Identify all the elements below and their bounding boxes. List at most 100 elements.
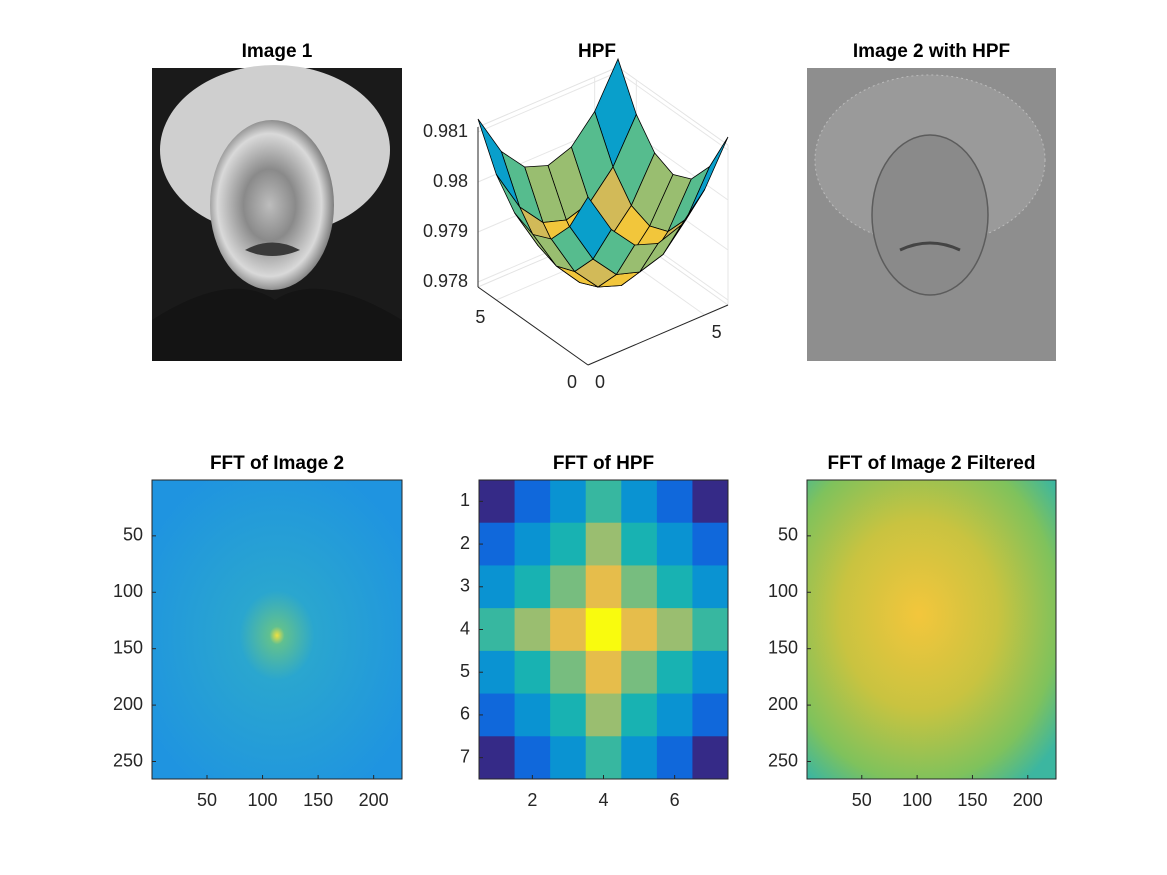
heatmap-cell	[585, 565, 622, 609]
heatmap-cell	[585, 522, 622, 566]
y-axis	[477, 286, 589, 366]
heatmap-cell	[585, 480, 622, 524]
heatmap-cell	[692, 480, 729, 524]
heatmap-cell	[621, 522, 658, 566]
heatmap-cell	[514, 736, 551, 780]
x-tick-label: 6	[670, 790, 680, 810]
y-tick-label: 200	[113, 694, 143, 714]
heatmap-cell	[692, 522, 729, 566]
heatmap-cell	[656, 736, 693, 780]
surface-face	[569, 196, 612, 260]
z-tick-label: 0.98	[433, 171, 468, 191]
y-tick-label: 1	[460, 490, 470, 510]
heatmap-cell	[479, 480, 516, 524]
heatmap-cell	[514, 480, 551, 524]
heatmap-cell	[514, 522, 551, 566]
y-tick-label: 250	[768, 750, 798, 770]
heatmap-cell	[656, 650, 693, 695]
x-tick-label: 4	[598, 790, 608, 810]
heatmap-cell	[479, 608, 516, 652]
x-tick-label: 0	[595, 372, 605, 392]
y-tick-label: 100	[113, 581, 143, 601]
heatmap-cell	[656, 480, 693, 524]
heatmap-cell	[514, 693, 551, 737]
heatmap-cell	[550, 522, 587, 566]
heatmap-cell	[692, 693, 729, 737]
heatmap-cell	[514, 565, 551, 609]
chart-title: FFT of HPF	[553, 453, 654, 474]
chart-title: FFT of Image 2	[210, 453, 344, 474]
z-tick-label: 0.979	[423, 221, 468, 241]
heatmap-cell	[621, 565, 658, 609]
heatmap-cell	[585, 650, 622, 695]
y-tick-label: 50	[778, 525, 798, 545]
heatmap-cell	[692, 608, 729, 652]
y-tick-label: 150	[113, 637, 143, 657]
y-tick-label: 7	[460, 746, 470, 766]
heatmap-cell	[585, 736, 622, 780]
image-1-picture	[152, 65, 402, 361]
y-tick-label: 200	[768, 694, 798, 714]
heatmap-cell	[692, 736, 729, 780]
z-tick-label: 0.978	[423, 271, 468, 291]
heatmap-cell	[550, 565, 587, 609]
chart-title: FFT of Image 2 Filtered	[828, 453, 1036, 474]
x-tick-label: 150	[303, 790, 333, 810]
chart-title: Image 2 with HPF	[853, 41, 1010, 62]
x-tick-label: 5	[712, 322, 722, 342]
heatmap-cell	[479, 522, 516, 566]
y-tick-label: 2	[460, 533, 470, 553]
heatmap-cell	[479, 736, 516, 780]
x-tick-label: 50	[197, 790, 217, 810]
y-tick-label: 6	[460, 704, 470, 724]
chart-title: Image 1	[242, 41, 313, 62]
x-tick-label: 150	[957, 790, 987, 810]
fft-filtered-picture	[807, 480, 1056, 779]
x-tick-label: 50	[852, 790, 872, 810]
y-tick-label: 250	[113, 750, 143, 770]
y-tick-label: 150	[768, 637, 798, 657]
heatmap-cell	[585, 693, 622, 737]
heatmap-cell	[550, 736, 587, 780]
heatmap-cell	[550, 693, 587, 737]
y-tick-label: 0	[567, 372, 577, 392]
x-axis	[587, 304, 729, 366]
x-tick-label: 2	[527, 790, 537, 810]
heatmap-cell	[621, 736, 658, 780]
heatmap-cell	[479, 565, 516, 609]
image-2-picture	[807, 68, 1056, 361]
heatmap-cell	[656, 522, 693, 566]
heatmap-cell	[514, 608, 551, 652]
heatmap-cell	[692, 565, 729, 609]
heatmap-cell	[692, 650, 729, 695]
fft-image-2-picture	[152, 480, 402, 779]
x-tick-label: 200	[1013, 790, 1043, 810]
axes-box	[151, 479, 403, 780]
heatmap-cell	[621, 693, 658, 737]
heatmap-cell	[621, 480, 658, 524]
y-tick-label: 5	[475, 307, 485, 327]
x-tick-label: 100	[248, 790, 278, 810]
y-tick-label: 3	[460, 576, 470, 596]
x-tick-label: 200	[359, 790, 389, 810]
heatmap-cell	[621, 650, 658, 695]
heatmap-cell	[479, 650, 516, 695]
heatmap-cell	[621, 608, 658, 652]
heatmap-cell	[656, 565, 693, 609]
heatmap-cell	[514, 650, 551, 695]
heatmap-cell	[585, 608, 622, 652]
y-tick-label: 4	[460, 618, 470, 638]
heatmap-cell	[479, 693, 516, 737]
heatmap-cell	[550, 608, 587, 652]
heatmap-cell	[550, 650, 587, 695]
axes-box	[806, 479, 1057, 780]
y-tick-label: 5	[460, 661, 470, 681]
heatmap-cell	[656, 693, 693, 737]
y-tick-label: 100	[768, 581, 798, 601]
y-tick-label: 50	[123, 525, 143, 545]
heatmap-cell	[656, 608, 693, 652]
x-tick-label: 100	[902, 790, 932, 810]
heatmap-cell	[550, 480, 587, 524]
chart-title: HPF	[578, 41, 616, 62]
